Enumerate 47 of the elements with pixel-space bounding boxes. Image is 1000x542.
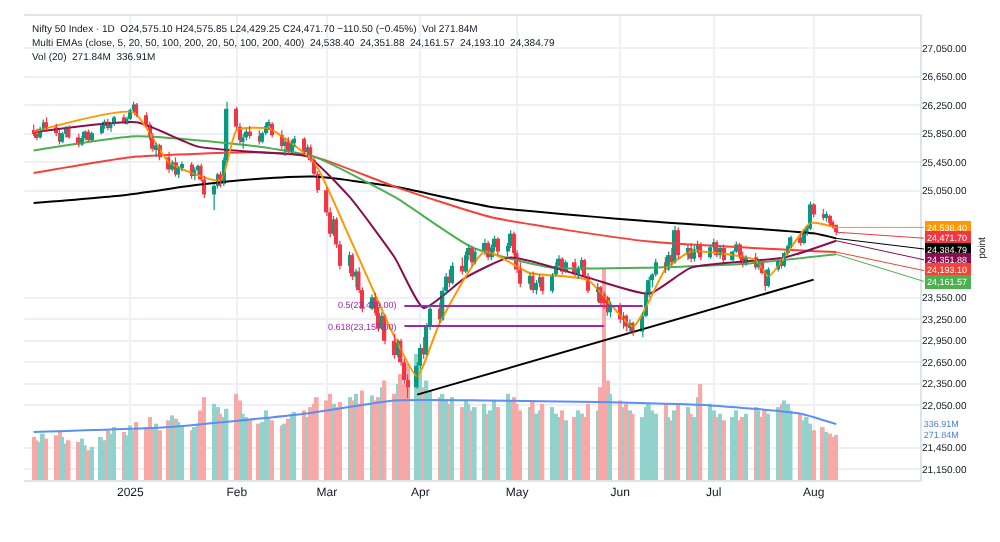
bar [602,267,606,480]
bar [812,430,816,480]
bar [672,410,677,480]
bar [722,420,726,480]
bar [154,423,158,480]
bar [460,407,464,480]
bar [158,430,162,480]
bar [514,403,519,480]
bar [834,434,838,480]
bar [540,403,545,480]
bar [324,400,329,480]
bar [360,390,364,480]
bar [328,393,332,480]
bar [518,410,522,480]
bar [618,400,622,480]
bar [550,407,554,480]
bar [586,403,590,480]
bar [698,383,703,480]
bar [60,436,65,480]
bar [676,403,680,480]
bar [730,417,735,480]
bar [82,445,87,480]
bar [128,425,132,480]
bar [496,407,500,480]
bar [560,410,564,480]
bar [180,425,184,480]
bar [302,410,306,480]
bar [382,380,387,480]
bar [608,393,612,480]
bar [450,397,455,480]
bar [112,426,116,480]
bar [44,438,48,480]
line-series [32,398,838,433]
bar [492,400,496,480]
bar [482,403,487,480]
bar [134,422,139,480]
bar [564,420,568,480]
bar [286,418,290,480]
bar [798,413,803,480]
bar [338,402,342,480]
bar [234,393,239,480]
bar [708,403,712,480]
bar [202,397,206,480]
bar [314,397,319,480]
bar [808,423,812,480]
bar [54,435,58,480]
bar [734,410,738,480]
